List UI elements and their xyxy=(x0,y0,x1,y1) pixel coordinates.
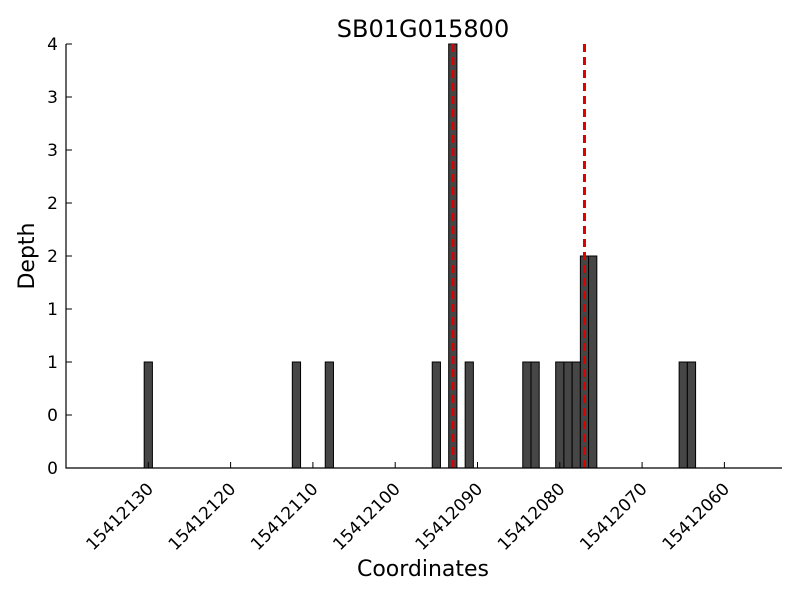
y-tick-label: 3 xyxy=(47,141,58,161)
x-tick-label: 15412100 xyxy=(329,479,404,554)
y-ticks: 0 0 1 1 2 2 3 3 4 xyxy=(47,35,72,479)
chart-title: SB01G015800 xyxy=(337,15,509,43)
y-axis-label: Depth xyxy=(15,222,40,289)
y-tick-label: 3 xyxy=(47,88,58,108)
y-tick-label: 0 xyxy=(47,459,58,479)
y-tick-label: 4 xyxy=(47,35,58,55)
y-tick-label: 2 xyxy=(47,247,58,267)
x-tick-label: 15412130 xyxy=(83,479,158,554)
y-tick-label: 2 xyxy=(47,194,58,214)
x-tick-label: 15412080 xyxy=(494,479,569,554)
y-tick-label: 1 xyxy=(47,353,58,373)
bar-15412108 xyxy=(324,361,334,469)
bars-group xyxy=(143,43,697,469)
x-tick-label: 15412090 xyxy=(412,479,487,554)
x-tick-label: 15412060 xyxy=(659,479,734,554)
y-tick-label: 0 xyxy=(47,406,58,426)
y-tick-label: 1 xyxy=(47,300,58,320)
bar-15412095 xyxy=(431,361,441,469)
bar-15412064 xyxy=(686,361,697,469)
bar-15412091 xyxy=(464,361,474,469)
x-tick-label: 15412120 xyxy=(165,479,240,554)
x-tick-label: 15412110 xyxy=(247,479,322,554)
x-axis-label: Coordinates xyxy=(357,557,489,582)
bar-15412112 xyxy=(291,361,302,469)
bar-15412079 xyxy=(563,361,573,469)
axes-frame xyxy=(65,44,782,469)
bar-15412080 xyxy=(555,361,565,469)
bar-15412076 xyxy=(588,255,598,469)
bar-15412083 xyxy=(530,361,540,469)
bar-15412065 xyxy=(678,361,688,469)
bar-15412084 xyxy=(522,361,532,469)
markers-group xyxy=(451,44,586,468)
x-tick-label: 15412070 xyxy=(576,479,651,554)
bar-15412130 xyxy=(143,361,153,469)
x-ticks: 15412130 15412120 15412110 15412100 15412090… xyxy=(83,462,734,555)
bar-15412078 xyxy=(571,361,581,469)
